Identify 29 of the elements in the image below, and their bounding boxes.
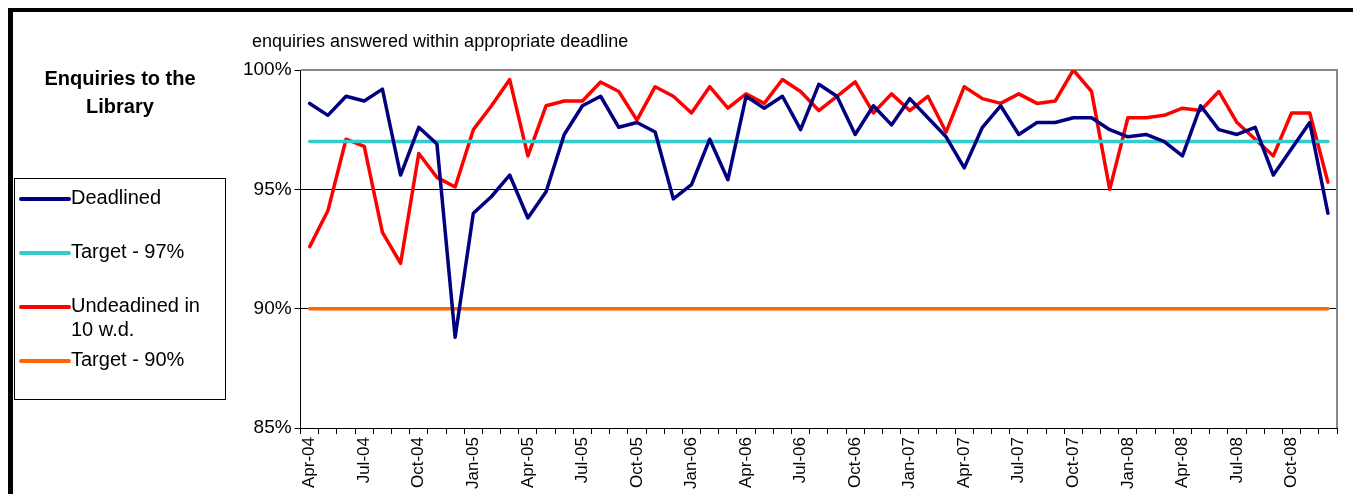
x-tick-label: Apr-05 <box>517 437 537 489</box>
x-tick-label: Jul-06 <box>790 437 810 484</box>
y-tick-label: 90% <box>253 296 292 318</box>
x-tick-label: Jan-06 <box>681 437 701 489</box>
y-tick-label: 95% <box>253 177 292 199</box>
x-tick-label: Oct-07 <box>1063 437 1083 489</box>
y-tick-label: 85% <box>253 416 292 438</box>
legend-label: Target - 90% <box>71 347 185 371</box>
text: Enquiries to the Library <box>43 66 197 119</box>
chart-subtitle: enquiries answered within appropriate deadline <box>252 31 629 52</box>
x-tick-label: Apr-06 <box>735 437 755 489</box>
legend-label: Undeadined in 10 w.d. <box>71 293 201 341</box>
legend-label: Deadlined <box>71 185 162 209</box>
x-tick-label: Jul-08 <box>1226 437 1246 484</box>
x-tick-label: Jul-04 <box>353 437 373 484</box>
y-tick-label: 100% <box>242 58 292 80</box>
x-tick-label: Apr-08 <box>1172 437 1192 489</box>
x-tick-label: Apr-04 <box>299 437 319 489</box>
x-tick-label: Jul-05 <box>572 437 592 484</box>
x-tick-label: Oct-04 <box>408 437 428 489</box>
x-tick-label: Jan-05 <box>463 437 483 489</box>
x-tick-label: Oct-08 <box>1281 437 1301 489</box>
x-tick-label: Jan-08 <box>1117 437 1137 489</box>
x-tick-label: Jan-07 <box>899 437 919 489</box>
x-tick-label: Apr-07 <box>953 437 973 489</box>
x-tick-label: Oct-05 <box>626 437 646 489</box>
legend-label: Target - 97% <box>71 239 185 263</box>
x-tick-label: Jul-07 <box>1008 437 1028 484</box>
x-tick-label: Oct-06 <box>844 437 864 489</box>
